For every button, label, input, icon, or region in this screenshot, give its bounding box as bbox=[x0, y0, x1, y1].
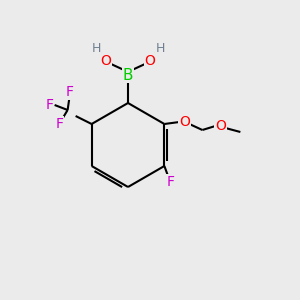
Text: O: O bbox=[179, 115, 190, 129]
Text: F: F bbox=[56, 117, 64, 131]
Text: H: H bbox=[91, 43, 101, 56]
Text: B: B bbox=[123, 68, 133, 82]
Text: O: O bbox=[215, 119, 226, 133]
Text: O: O bbox=[100, 54, 111, 68]
Text: O: O bbox=[145, 54, 155, 68]
Text: H: H bbox=[155, 43, 165, 56]
Text: F: F bbox=[167, 175, 174, 189]
Text: F: F bbox=[46, 98, 54, 112]
Text: F: F bbox=[66, 85, 74, 99]
